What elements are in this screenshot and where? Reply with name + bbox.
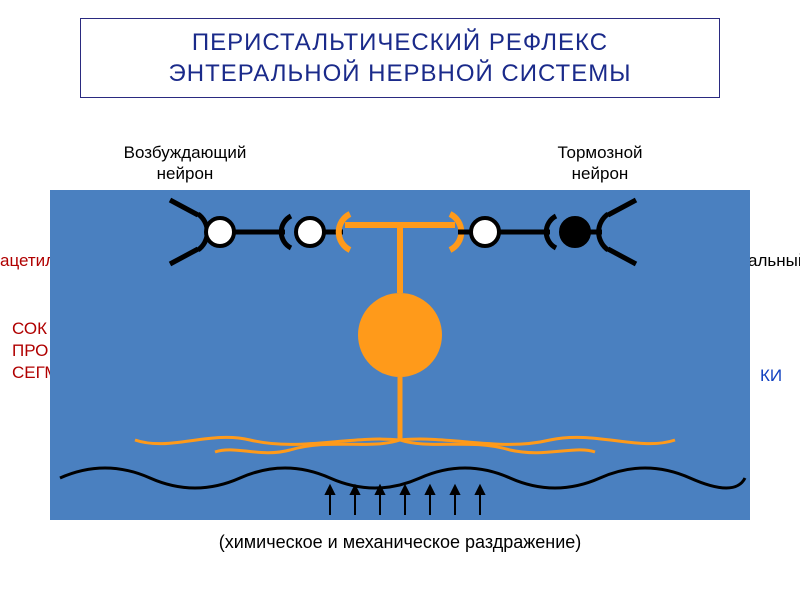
label-inhibitory: Тормознойнейрон [520,142,680,185]
inh2-dend-up [608,200,636,215]
exc1-terminal [281,216,291,248]
inh1-soma [471,218,499,246]
label-left-red-2: ПРО [12,340,48,361]
title-text: ПЕРИСТАЛЬТИЧЕСКИЙ РЕФЛЕКС ЭНТЕРАЛЬНОЙ НЕ… [101,27,699,89]
label-right-partial: альный [748,250,800,271]
arrow [326,486,334,515]
bottom-caption: (химическое и механическое раздражение) [0,532,800,553]
inh2-dend-arc [599,214,608,250]
inh2-soma [561,218,589,246]
exc2-terminal [339,214,350,250]
arrow [376,486,384,515]
label-right-blue: КИ [760,365,782,386]
label-acetyl: ацетил [0,250,55,271]
inh2-dend-dn [608,249,636,264]
dendrite-r2 [400,440,595,453]
diagram-svg [50,190,750,520]
dendrite-l2 [215,440,400,453]
arrow [476,486,484,515]
arrow [451,486,459,515]
stimulus-arrows [326,486,484,515]
mucosa-wave [60,468,745,488]
arrow [401,486,409,515]
label-left-red-1: СОК [12,318,47,339]
exc1-dend-up [170,200,198,215]
sensory-soma [358,293,442,377]
arrow [426,486,434,515]
exc1-soma [206,218,234,246]
label-excitatory: Возбуждающийнейрон [105,142,265,185]
arrow [351,486,359,515]
title-box: ПЕРИСТАЛЬТИЧЕСКИЙ РЕФЛЕКС ЭНТЕРАЛЬНОЙ НЕ… [80,18,720,98]
exc2-soma [296,218,324,246]
exc1-dend-dn [170,249,198,264]
inh1-terminal [546,216,556,248]
